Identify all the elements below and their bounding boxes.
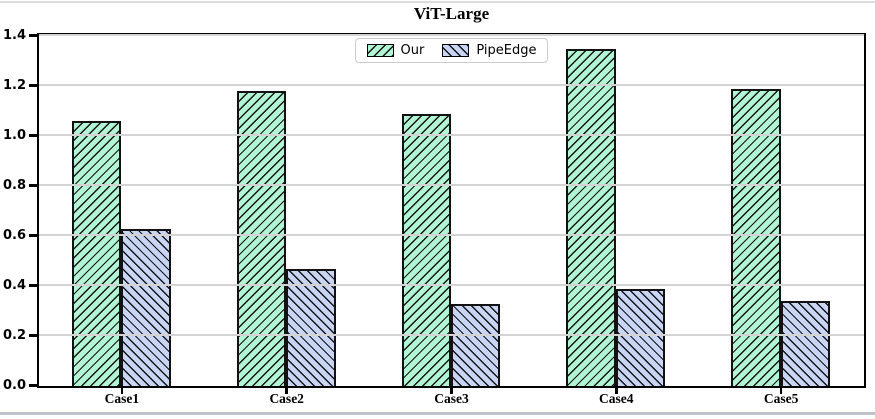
x-tick: [120, 388, 124, 394]
plot-area: Our PipeEdge: [37, 33, 866, 388]
y-tick-label: 0.0: [2, 377, 26, 393]
x-tick: [615, 388, 618, 394]
y-tick: [29, 334, 37, 337]
bar-our-case4: [566, 48, 616, 386]
y-tick: [29, 284, 37, 287]
legend-entry-pipeedge: PipeEdge: [442, 43, 536, 58]
bar-pipeedge-case4: [615, 288, 666, 386]
x-tick-label-case2: Case2: [269, 391, 304, 406]
chart-title: ViT-Large: [413, 4, 490, 23]
y-tick-label: 0.8: [2, 177, 26, 193]
y-tick: [29, 384, 37, 387]
bar-pipeedge-case2: [286, 268, 336, 386]
y-tick: [29, 134, 37, 137]
x-tick-label-case5: Case5: [763, 391, 799, 406]
y-axis-ticks: [29, 34, 37, 387]
y-tick-label: 1.0: [2, 127, 26, 143]
y-tick: [29, 234, 37, 237]
y-tick: [29, 34, 37, 37]
x-axis-ticks: [40, 388, 864, 394]
bar-our-case3: [401, 113, 451, 386]
legend-label-our: Our: [400, 43, 425, 58]
y-tick: [29, 184, 37, 187]
bar-our-case2: [236, 91, 287, 386]
y-tick-label: 0.6: [2, 227, 26, 243]
bar-pipeedge-case1: [121, 228, 171, 386]
y-tick-label: 0.2: [2, 327, 26, 343]
x-tick: [450, 388, 453, 394]
bar-our-case1: [71, 121, 122, 386]
y-axis-labels: 0.0 0.2 0.4 0.6 0.8 1.0 1.2 1.4: [0, 28, 27, 393]
x-tick-label-case3: Case3: [434, 391, 469, 406]
gridline: [39, 84, 864, 86]
y-tick-label: 1.2: [2, 77, 26, 93]
x-axis-labels: Case1 Case2 Case3 Case4 Case5: [40, 391, 864, 408]
x-tick-label-case4: Case4: [599, 391, 634, 406]
legend-entry-our: Our: [366, 43, 425, 58]
chart-legend: Our PipeEdge: [354, 38, 549, 63]
gridline: [39, 34, 864, 36]
x-tick-label-case1: Case1: [104, 391, 140, 406]
legend-swatch-pipeedge: [442, 44, 470, 57]
y-tick-label: 1.4: [2, 27, 26, 43]
bar-our-case5: [731, 88, 781, 386]
legend-label-pipeedge: PipeEdge: [476, 43, 537, 58]
top-divider-line: [0, 1, 875, 3]
legend-swatch-our: [366, 44, 394, 57]
bar-pipeedge-case5: [780, 301, 831, 386]
y-tick: [29, 84, 37, 87]
bar-pipeedge-case3: [451, 303, 501, 386]
y-tick-label: 0.4: [2, 277, 26, 293]
x-tick: [779, 388, 783, 394]
bottom-divider-line: [0, 412, 875, 415]
x-tick: [285, 388, 288, 394]
